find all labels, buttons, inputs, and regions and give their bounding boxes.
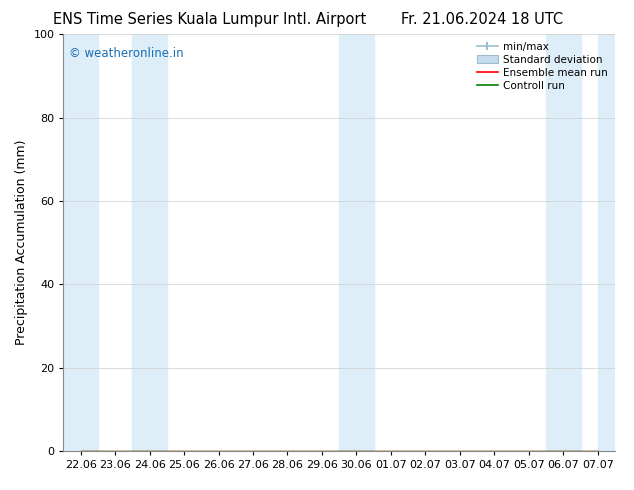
Bar — [339, 34, 373, 451]
Bar — [63, 34, 98, 451]
Bar — [546, 34, 581, 451]
Text: Fr. 21.06.2024 18 UTC: Fr. 21.06.2024 18 UTC — [401, 12, 563, 27]
Text: © weatheronline.in: © weatheronline.in — [69, 47, 183, 60]
Bar — [133, 34, 167, 451]
Bar — [598, 34, 618, 451]
Text: ENS Time Series Kuala Lumpur Intl. Airport: ENS Time Series Kuala Lumpur Intl. Airpo… — [53, 12, 366, 27]
Legend: min/max, Standard deviation, Ensemble mean run, Controll run: min/max, Standard deviation, Ensemble me… — [473, 37, 612, 95]
Y-axis label: Precipitation Accumulation (mm): Precipitation Accumulation (mm) — [15, 140, 28, 345]
